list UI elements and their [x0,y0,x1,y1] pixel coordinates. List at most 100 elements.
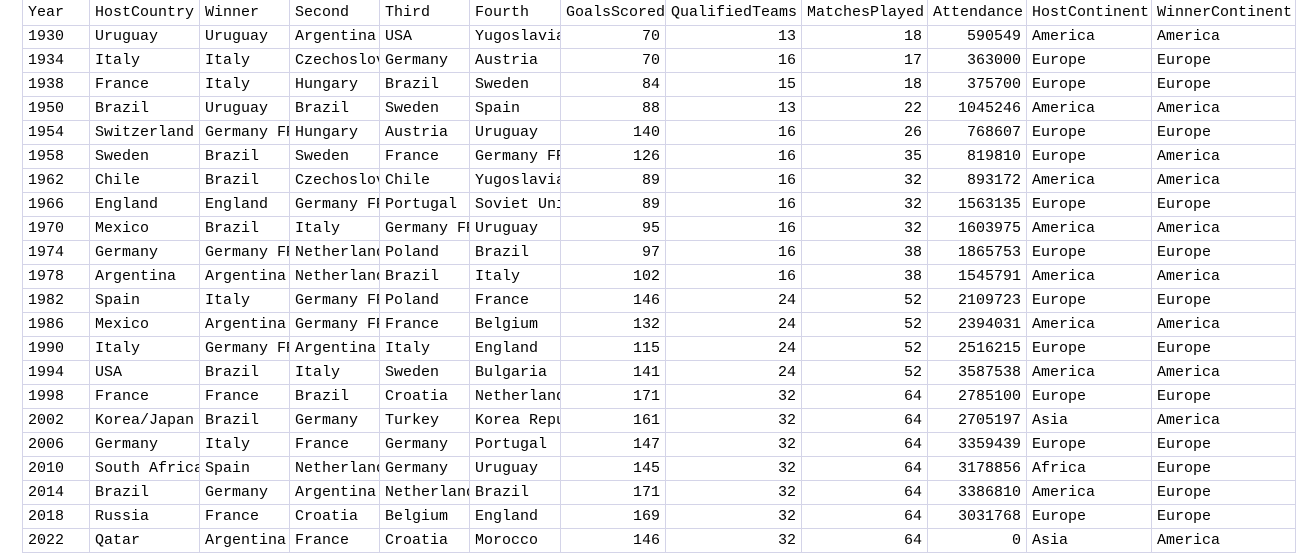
table-cell: Europe [1152,385,1296,409]
table-cell: 1603975 [928,217,1027,241]
table-cell: USA [380,25,470,49]
table-cell: Europe [1152,433,1296,457]
table-cell: America [1027,25,1152,49]
table-cell: Brazil [90,481,200,505]
table-cell: 26 [802,121,928,145]
table-cell: Spain [470,97,561,121]
table-cell: Hungary [290,121,380,145]
table-cell: USA [90,361,200,385]
table-cell: 1994 [22,361,90,385]
table-cell: 32 [666,409,802,433]
table-cell: Germany [200,481,290,505]
table-cell: Brazil [380,265,470,289]
table-cell: 145 [561,457,666,481]
table-cell: 146 [561,289,666,313]
table-cell: America [1152,409,1296,433]
table-cell: 16 [666,265,802,289]
table-cell: 1930 [22,25,90,49]
table-cell: Brazil [290,385,380,409]
table-cell: South Africa [90,457,200,481]
table-cell: Poland [380,241,470,265]
header-cell: HostCountry [90,0,200,26]
table-cell: Europe [1027,73,1152,97]
table-cell: Sweden [380,97,470,121]
table-cell: 2014 [22,481,90,505]
table-cell: 768607 [928,121,1027,145]
table-cell: 161 [561,409,666,433]
table-cell: 3031768 [928,505,1027,529]
table-cell: 1998 [22,385,90,409]
table-cell: Czechoslovakia [290,169,380,193]
table-cell: Sweden [290,145,380,169]
table-cell: Argentina [200,265,290,289]
table-cell: Germany FR [290,193,380,217]
table-cell: Africa [1027,457,1152,481]
table-cell: 1563135 [928,193,1027,217]
table-cell: 2010 [22,457,90,481]
table-cell: 171 [561,385,666,409]
table-cell: Italy [200,49,290,73]
table-cell: France [290,529,380,553]
table-cell: 147 [561,433,666,457]
table-cell: 16 [666,193,802,217]
table-cell: America [1027,97,1152,121]
table-cell: 16 [666,217,802,241]
table-cell: 1990 [22,337,90,361]
table-cell: 146 [561,529,666,553]
table-cell: 0 [928,529,1027,553]
table-cell: Germany [380,433,470,457]
table-cell: 102 [561,265,666,289]
table-cell: 132 [561,313,666,337]
table-cell: America [1152,529,1296,553]
table-cell: 140 [561,121,666,145]
header-cell: Attendance [928,0,1027,26]
header-cell: Winner [200,0,290,26]
table-cell: Europe [1027,49,1152,73]
table-cell: 64 [802,409,928,433]
table-cell: Germany [380,457,470,481]
table-cell: 16 [666,121,802,145]
table-cell: America [1027,265,1152,289]
table-cell: Europe [1152,481,1296,505]
table-cell: 893172 [928,169,1027,193]
header-cell: HostContinent [1027,0,1152,26]
table-cell: Netherlands [290,241,380,265]
table-cell: Europe [1152,505,1296,529]
table-cell: 1974 [22,241,90,265]
table-cell: 2516215 [928,337,1027,361]
table-cell: Chile [90,169,200,193]
table-cell: Spain [90,289,200,313]
table-cell: Argentina [90,265,200,289]
table-cell: France [380,145,470,169]
table-cell: 38 [802,241,928,265]
table-cell: America [1152,169,1296,193]
table-cell: 22 [802,97,928,121]
table-cell: Europe [1027,289,1152,313]
table-cell: 2705197 [928,409,1027,433]
table-cell: Brazil [200,145,290,169]
table-cell: 2018 [22,505,90,529]
table-cell: 1986 [22,313,90,337]
table-cell: 32 [666,529,802,553]
table-cell: Italy [470,265,561,289]
table-cell: Europe [1152,49,1296,73]
table-cell: Brazil [380,73,470,97]
table-cell: 52 [802,337,928,361]
table-cell: 13 [666,25,802,49]
table-cell: Austria [380,121,470,145]
table-cell: France [290,433,380,457]
table-cell: 35 [802,145,928,169]
table-cell: England [200,193,290,217]
table-cell: Europe [1152,73,1296,97]
table-cell: Korea Republic [470,409,561,433]
table-cell: Netherlands [290,457,380,481]
table-cell: Brazil [200,409,290,433]
table-cell: Sweden [380,361,470,385]
table-cell: 169 [561,505,666,529]
table-cell: Belgium [380,505,470,529]
table-cell: France [200,385,290,409]
table-cell: Croatia [290,505,380,529]
table-cell: Europe [1152,337,1296,361]
table-cell: 24 [666,313,802,337]
table-cell: 1865753 [928,241,1027,265]
